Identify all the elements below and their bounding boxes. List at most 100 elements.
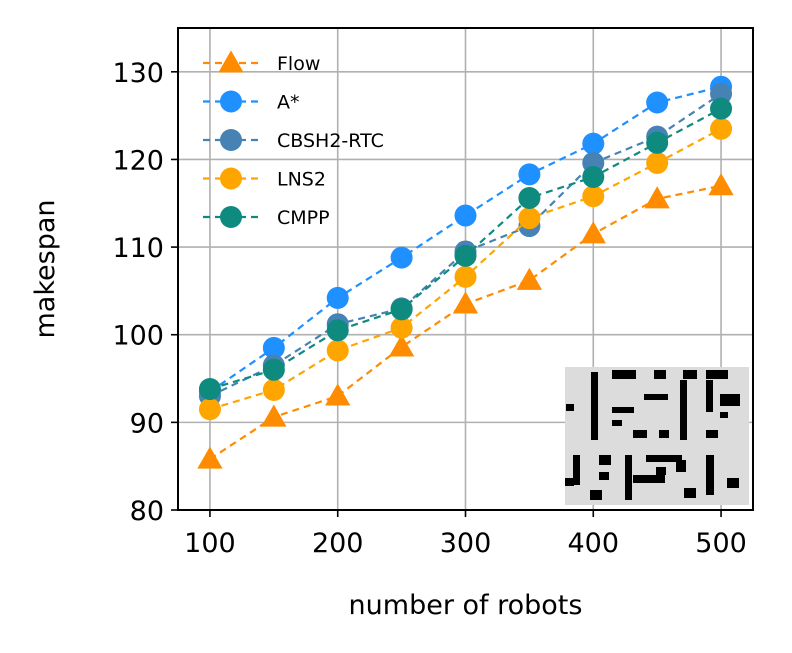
legend-label: CBSH2-RTC xyxy=(277,130,384,152)
circle-marker xyxy=(262,358,285,381)
circle-marker xyxy=(220,206,242,228)
obstacle xyxy=(599,455,611,465)
x-tick-label: 400 xyxy=(568,528,620,559)
circle-marker xyxy=(326,286,349,309)
obstacle xyxy=(720,394,740,406)
circle-marker xyxy=(390,246,413,269)
series-line xyxy=(209,85,722,393)
legend-label: Flow xyxy=(277,53,320,75)
x-tick-label: 300 xyxy=(440,528,492,559)
series-group xyxy=(197,75,734,469)
triangle-marker xyxy=(197,446,223,469)
circle-marker xyxy=(710,97,733,120)
circle-marker xyxy=(390,298,413,321)
obstacle xyxy=(591,372,598,440)
obstacle xyxy=(612,407,634,413)
obstacle xyxy=(590,490,602,500)
y-tick-label: 100 xyxy=(112,321,164,352)
series-line xyxy=(209,92,722,398)
legend-item: Flow xyxy=(203,50,320,75)
obstacle xyxy=(612,420,622,426)
x-tick-label: 500 xyxy=(695,528,747,559)
circle-marker xyxy=(710,117,733,140)
legend-item: CBSH2-RTC xyxy=(203,129,384,152)
obstacle xyxy=(706,430,718,438)
circle-marker xyxy=(646,131,669,154)
y-axis-title: makespan xyxy=(30,200,61,339)
series-cmpp xyxy=(198,97,733,401)
circle-marker xyxy=(326,319,349,342)
obstacle xyxy=(646,455,682,462)
obstacle xyxy=(706,370,728,379)
obstacle xyxy=(720,412,728,418)
x-axis-title: number of robots xyxy=(349,590,583,621)
y-tick-label: 110 xyxy=(112,233,164,264)
x-tick-label: 100 xyxy=(184,528,236,559)
obstacle xyxy=(656,467,666,475)
circle-marker xyxy=(646,91,669,114)
circle-marker xyxy=(518,187,541,210)
legend-item: A* xyxy=(203,90,300,114)
circle-marker xyxy=(582,132,605,155)
circle-marker xyxy=(582,185,605,208)
circle-marker xyxy=(454,244,477,267)
circle-marker xyxy=(454,204,477,227)
triangle-marker xyxy=(388,334,415,357)
obstacle xyxy=(566,404,574,411)
legend-item: LNS2 xyxy=(203,167,326,191)
y-tick-label: 90 xyxy=(130,408,164,439)
obstacle xyxy=(676,460,686,472)
legend-item: CMPP xyxy=(203,206,330,229)
circle-marker xyxy=(198,398,221,421)
obstacle xyxy=(680,380,687,440)
circle-marker xyxy=(390,316,413,339)
triangle-marker xyxy=(325,383,351,406)
obstacle xyxy=(683,370,697,379)
obstacle xyxy=(573,455,580,485)
obstacle xyxy=(565,478,574,486)
circle-marker xyxy=(582,165,605,188)
obstacle xyxy=(644,394,668,400)
obstacle xyxy=(612,370,636,379)
circle-marker xyxy=(454,265,477,288)
series-lns2 xyxy=(198,117,733,421)
obstacle xyxy=(633,475,665,483)
triangle-marker xyxy=(218,50,244,73)
triangle-marker xyxy=(261,404,287,427)
triangle-marker xyxy=(580,221,606,244)
map-thumbnail xyxy=(565,367,749,505)
circle-marker xyxy=(220,129,242,151)
circle-marker xyxy=(326,339,349,362)
legend-label: CMPP xyxy=(277,207,330,229)
series-flow xyxy=(197,173,734,469)
triangle-marker xyxy=(516,267,543,290)
legend-label: A* xyxy=(277,92,300,114)
obstacle xyxy=(599,472,609,480)
circle-marker xyxy=(198,378,221,401)
circle-marker xyxy=(262,378,285,401)
obstacle xyxy=(684,488,696,498)
y-tick-label: 80 xyxy=(130,496,164,527)
x-tick-label: 200 xyxy=(312,528,364,559)
legend-label: LNS2 xyxy=(277,169,326,191)
y-tick-label: 120 xyxy=(112,145,164,176)
circle-marker xyxy=(220,90,242,113)
obstacle xyxy=(706,455,714,495)
triangle-marker xyxy=(708,173,734,196)
obstacle xyxy=(625,455,632,500)
obstacle xyxy=(633,430,647,438)
triangle-marker xyxy=(452,291,479,314)
triangle-marker xyxy=(644,186,670,209)
circle-marker xyxy=(646,151,669,174)
obstacle xyxy=(706,380,713,412)
circle-marker xyxy=(518,163,541,186)
circle-marker xyxy=(220,167,242,190)
legend: Flow A* CBSH2-RTC LNS2 CMPP xyxy=(203,50,384,229)
obstacle xyxy=(727,478,739,488)
obstacle xyxy=(654,370,666,379)
obstacle xyxy=(659,430,669,438)
y-tick-label: 130 xyxy=(112,58,164,89)
circle-marker xyxy=(518,207,541,230)
ticks: 100 200 300 400 500 80 90 100 110 120 130 xyxy=(112,58,746,559)
